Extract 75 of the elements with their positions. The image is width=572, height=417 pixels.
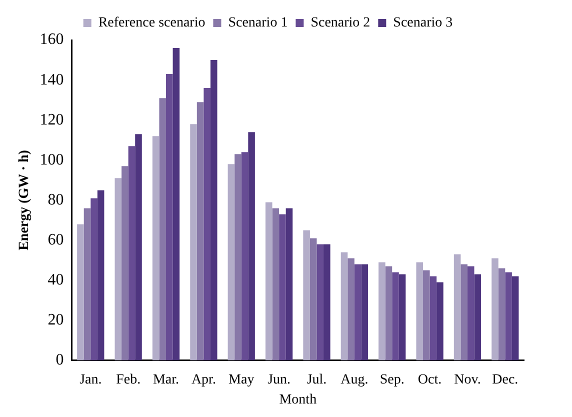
y-tick-label: 40 [48,272,64,289]
bar [436,282,444,360]
bar [416,262,424,360]
bar [361,264,368,360]
bar [77,224,84,360]
bar [348,258,354,360]
bar [152,136,160,360]
y-tick-label: 160 [40,31,64,48]
x-tick-label: Sep. [380,372,404,388]
bar [114,178,122,360]
bar [324,244,330,360]
bar [210,60,218,360]
bar [286,208,293,360]
bar [128,146,136,360]
bar [172,48,180,360]
bar [354,264,362,360]
bar [122,166,128,360]
bar [234,154,242,360]
bar [84,208,91,360]
bar [423,270,430,360]
y-tick-label: 60 [48,231,64,248]
bar [272,208,280,360]
x-tick-label: May [228,372,254,388]
bar [474,274,482,360]
y-tick-label: 0 [56,352,64,369]
legend-label: Scenario 1 [228,16,288,31]
bar [190,124,197,360]
legend-label: Reference scenario [98,16,206,31]
x-tick-label: Dec. [492,372,518,388]
bar [460,264,468,360]
x-tick-label: Jan. [80,372,102,388]
bar [310,238,317,360]
x-axis-title: Month [279,392,317,408]
x-tick-label: Aug. [340,372,368,388]
y-tick-label: 20 [48,312,64,329]
y-tick-label: 100 [40,151,64,168]
bar [97,190,104,360]
bar [392,272,399,360]
bar [385,266,392,360]
x-tick-label: Jun. [268,372,291,388]
bar [248,132,255,360]
bar [303,230,310,360]
y-tick-label: 80 [48,191,64,208]
bar [512,276,519,360]
bar [135,134,142,360]
x-tick-label: Apr. [191,372,216,388]
bar [498,268,506,360]
y-tick-label: 140 [40,71,64,88]
bar [505,272,512,360]
y-axis-title: Energy (GW · h) [17,150,32,250]
bar [90,198,98,360]
y-tick-label: 120 [40,111,64,128]
bar [204,88,210,360]
bar [316,244,324,360]
bar [241,152,248,360]
bar [378,262,386,360]
x-tick-label: Oct. [418,372,442,388]
x-tick-label: Mar. [152,372,180,388]
bar [467,266,474,360]
bar [279,214,286,360]
bar [454,254,461,360]
x-tick-label: Jul. [306,372,327,388]
bar [398,274,406,360]
bar [228,164,235,360]
bar [159,98,166,360]
x-tick-label: Feb. [116,372,141,388]
bar [430,276,437,360]
bar [340,252,348,360]
bar [265,202,272,360]
bar [196,102,204,360]
x-tick-label: Nov. [454,372,481,388]
legend-label: Scenario 2 [310,16,370,31]
bar [166,74,173,360]
legend-label: Scenario 3 [393,16,453,31]
bar [492,258,498,360]
